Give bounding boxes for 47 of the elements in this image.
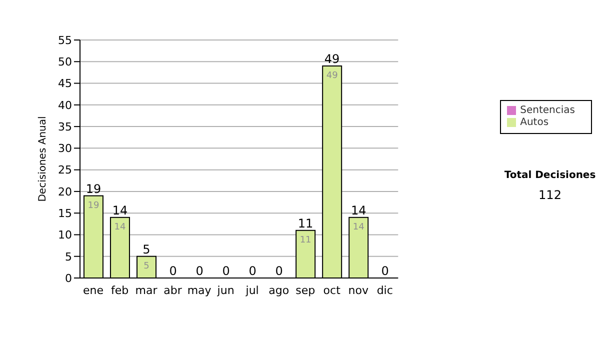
total-label: 11 [298,216,314,230]
x-tick-label: dic [376,284,393,297]
y-tick-label: 20 [58,185,72,198]
x-tick-label: jun [216,284,234,297]
y-tick-label: 40 [58,98,72,112]
text: Total Decisiones [503,170,597,181]
legend-label: Sentencias [520,105,575,116]
total-label: 0 [222,264,230,278]
x-tick-label: may [187,284,212,297]
y-tick-label: 35 [58,120,72,134]
y-axis-title: Decisiones Anual [38,116,49,202]
x-tick-label: jul [244,284,259,297]
data-label: 49 [326,70,338,81]
text: 112 [538,188,562,202]
total-label: 19 [86,182,102,196]
x-tick-label: sep [296,284,316,297]
total-label: 14 [112,203,128,218]
y-tick-label: 0 [65,272,72,285]
x-tick-label: feb [110,284,129,297]
y-tick-label: 10 [58,228,72,242]
y-tick-label: 55 [58,34,72,47]
total-label: 14 [350,203,366,218]
y-tick-label: 30 [58,142,72,156]
data-label: 11 [300,235,312,246]
total-label: 0 [381,264,389,278]
x-tick-label: ago [268,284,290,297]
y-tick-label: 15 [58,206,72,220]
total-label: 5 [142,242,150,256]
y-tick-label: 5 [65,250,72,264]
total-label: 0 [196,264,204,278]
y-tick-label: 25 [58,164,72,177]
total-label: 49 [324,52,340,66]
y-tick-label: 50 [58,56,72,69]
data-label: 19 [88,200,100,211]
x-tick-label: oct [323,284,342,297]
x-tick-label: ene [82,284,104,297]
x-tick-label: nov [348,284,369,297]
total-label: 0 [248,264,256,278]
data-label: 14 [114,222,126,232]
total-label: 0 [169,264,177,278]
total-label: 0 [275,264,283,278]
data-label: 5 [144,261,150,272]
data-label: 14 [352,222,365,232]
x-tick-label: mar [135,284,158,297]
x-tick-label: abr [164,284,182,297]
legend-label: Autos [520,117,549,128]
y-tick-label: 45 [58,77,72,90]
